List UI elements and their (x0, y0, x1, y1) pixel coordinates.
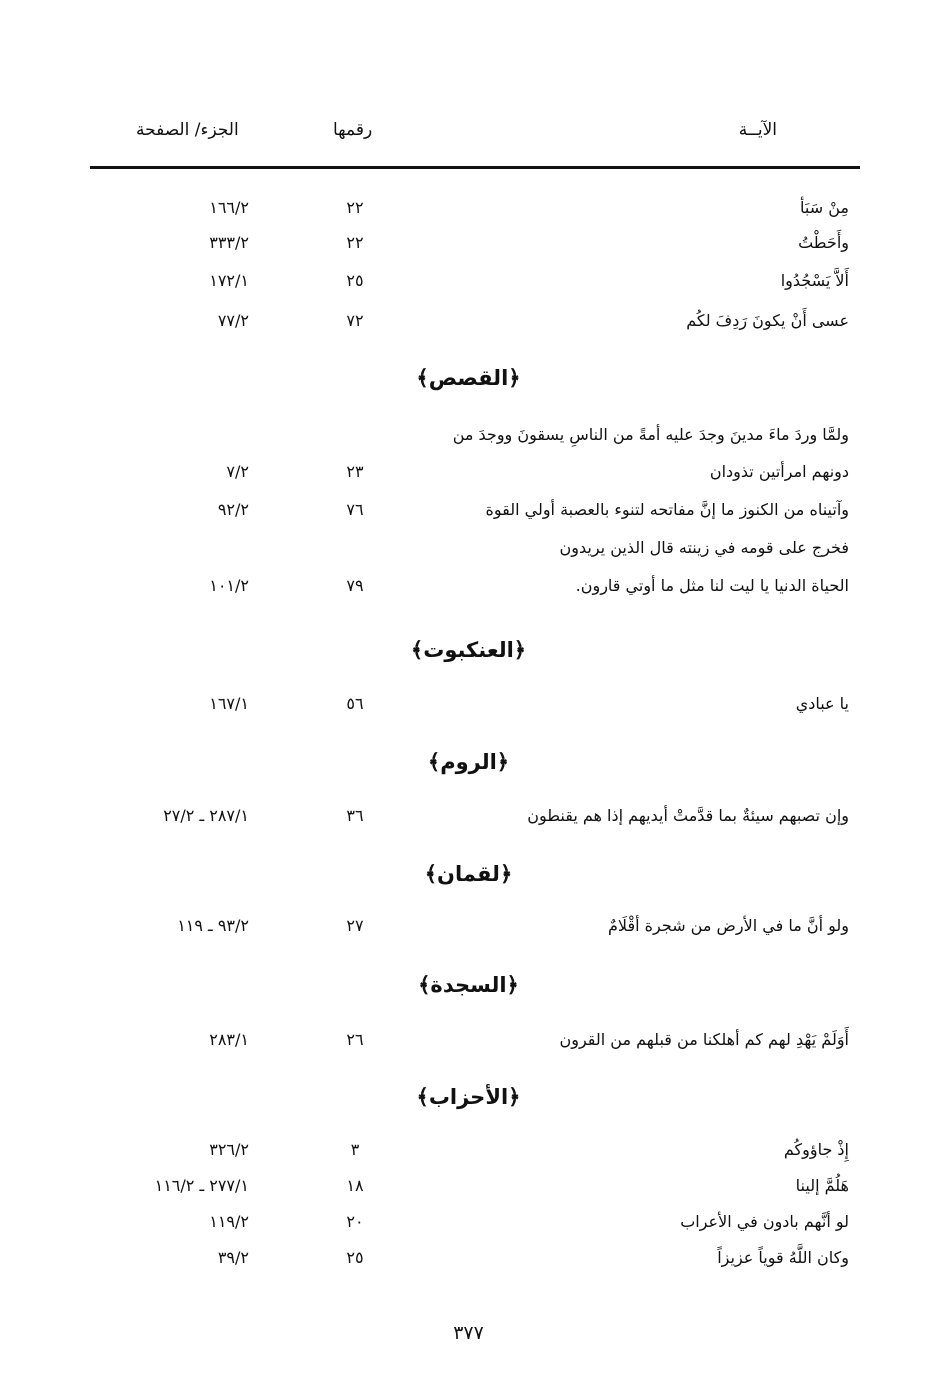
verse-text: مِنْ سَبَأ (800, 198, 849, 217)
index-row: وأَحَطْتُ ٢٢ ٣٣٣/٢ (0, 233, 937, 263)
verse-text: لو أنَّهم بادون في الأعراب (680, 1212, 849, 1231)
volume-page-ref: ٧٧/٢ (217, 311, 249, 330)
column-header-ref: الجزء/ الصفحة (136, 120, 239, 140)
index-row: عسى أَنْ يكونَ رَدِفَ لكُم ٧٢ ٧٧/٢ (0, 311, 937, 341)
column-header-verse: الآيــة (738, 120, 777, 140)
index-row: فخرج على قومه في زينته قال الذين يريدون (0, 538, 937, 568)
index-row: ولو أنَّ ما في الأرض من شجرة أقْلَامٌ ٢٧ ١… (0, 916, 937, 946)
index-row: ولمَّا وردَ ماءَ مدينَ وجدَ عليه أمةً من… (0, 425, 937, 455)
verse-number: ٣٦ (346, 806, 364, 825)
surah-heading: ﴿السجدة﴾ (418, 973, 519, 997)
verse-text: فخرج على قومه في زينته قال الذين يريدون (559, 538, 849, 557)
surah-heading: ﴿لقمان﴾ (424, 862, 513, 886)
index-row: وإن تصبهم سيئةٌ بما قدَّمتْ أيديهم إذا ه… (0, 806, 937, 836)
index-row: وآتيناه من الكنوز ما إنَّ مفاتحه لتنوء ب… (0, 500, 937, 530)
verse-text: يا عبادي (795, 694, 849, 713)
volume-page-ref: ٣٢٦/٢ (209, 1140, 249, 1159)
surah-heading: ﴿الأحزاب﴾ (416, 1085, 521, 1109)
index-row: الحياة الدنيا يا ليت لنا مثل ما أوتي قار… (0, 576, 937, 606)
verse-text: وكان اللَّهُ قوياً عزيزاً (717, 1248, 849, 1267)
column-header-number: رقمها (333, 120, 373, 140)
volume-page-ref: ١٦٦/٢ (209, 198, 249, 217)
verse-number: ٢٥ (346, 1248, 364, 1267)
index-row: مِنْ سَبَأ ٢٢ ١٦٦/٢ (0, 198, 937, 228)
verse-text: وإن تصبهم سيئةٌ بما قدَّمتْ أيديهم إذا ه… (527, 806, 849, 825)
verse-number: ١٨ (346, 1176, 364, 1195)
volume-page-ref: ٣٣٣/٢ (209, 233, 249, 252)
verse-number: ٢٢ (346, 198, 364, 217)
index-row: دونهم امرأتين تذودان ٢٣ ٧/٢ (0, 462, 937, 492)
verse-number: ٧٦ (346, 500, 364, 519)
volume-page-ref: ٧/٢ (226, 462, 249, 481)
verse-text: وآتيناه من الكنوز ما إنَّ مفاتحه لتنوء ب… (485, 500, 849, 519)
verse-text: هَلُمَّ إلينا (795, 1176, 849, 1195)
verse-text: إِذْ جاؤوكُم (783, 1140, 849, 1159)
verse-text: عسى أَنْ يكونَ رَدِفَ لكُم (686, 311, 849, 330)
verse-number: ٣ (350, 1140, 360, 1159)
volume-page-ref: ٩٢/٢ (217, 500, 249, 519)
verse-text: أَلاَّ يَسْجُدُوا (780, 271, 849, 290)
volume-page-ref: ١١٦/٢ ـ ٢٧٧/١ (154, 1176, 249, 1195)
verse-number: ٢٦ (346, 1030, 364, 1049)
volume-page-ref: ٢٧/٢ ـ ٢٨٧/١ (163, 806, 249, 825)
verse-number: ٧٢ (346, 311, 364, 330)
page-number: ٣٧٧ (453, 1322, 484, 1344)
index-row: يا عبادي ٥٦ ١٦٧/١ (0, 694, 937, 724)
volume-page-ref: ١١٩ ـ ٩٣/٢ (177, 916, 249, 935)
verse-number: ٢٥ (346, 271, 364, 290)
volume-page-ref: ١٧٢/١ (209, 271, 249, 290)
header-rule (90, 166, 860, 169)
verse-number: ٢٠ (346, 1212, 364, 1231)
verse-text: دونهم امرأتين تذودان (709, 462, 849, 481)
volume-page-ref: ١١٩/٢ (209, 1212, 249, 1231)
verse-number: ٢٢ (346, 233, 364, 252)
surah-heading: ﴿الروم﴾ (427, 750, 510, 774)
verse-text: ولو أنَّ ما في الأرض من شجرة أقْلَامٌ (608, 916, 849, 935)
index-row: لو أنَّهم بادون في الأعراب ٢٠ ١١٩/٢ (0, 1212, 937, 1242)
volume-page-ref: ١٠١/٢ (209, 576, 249, 595)
index-row: أَوَلَمْ يَهْدِ لهم كم أهلكنا من قبلهم م… (0, 1030, 937, 1060)
verse-text: وأَحَطْتُ (798, 233, 849, 252)
index-row: وكان اللَّهُ قوياً عزيزاً ٢٥ ٣٩/٢ (0, 1248, 937, 1278)
verse-text: الحياة الدنيا يا ليت لنا مثل ما أوتي قار… (575, 576, 849, 595)
verse-number: ٥٦ (346, 694, 364, 713)
index-row: أَلاَّ يَسْجُدُوا ٢٥ ١٧٢/١ (0, 271, 937, 301)
surah-heading: ﴿القصص﴾ (416, 366, 521, 390)
verse-number: ٢٧ (346, 916, 364, 935)
verse-text: أَوَلَمْ يَهْدِ لهم كم أهلكنا من قبلهم م… (559, 1030, 849, 1049)
volume-page-ref: ٣٩/٢ (217, 1248, 249, 1267)
surah-heading: ﴿العنكبوت﴾ (410, 638, 527, 662)
verse-number: ٧٩ (346, 576, 364, 595)
volume-page-ref: ١٦٧/١ (209, 694, 249, 713)
index-row: إِذْ جاؤوكُم ٣ ٣٢٦/٢ (0, 1140, 937, 1170)
verse-number: ٢٣ (346, 462, 364, 481)
verse-text: ولمَّا وردَ ماءَ مدينَ وجدَ عليه أمةً من… (452, 425, 849, 444)
volume-page-ref: ٢٨٣/١ (209, 1030, 249, 1049)
index-row: هَلُمَّ إلينا ١٨ ١١٦/٢ ـ ٢٧٧/١ (0, 1176, 937, 1206)
